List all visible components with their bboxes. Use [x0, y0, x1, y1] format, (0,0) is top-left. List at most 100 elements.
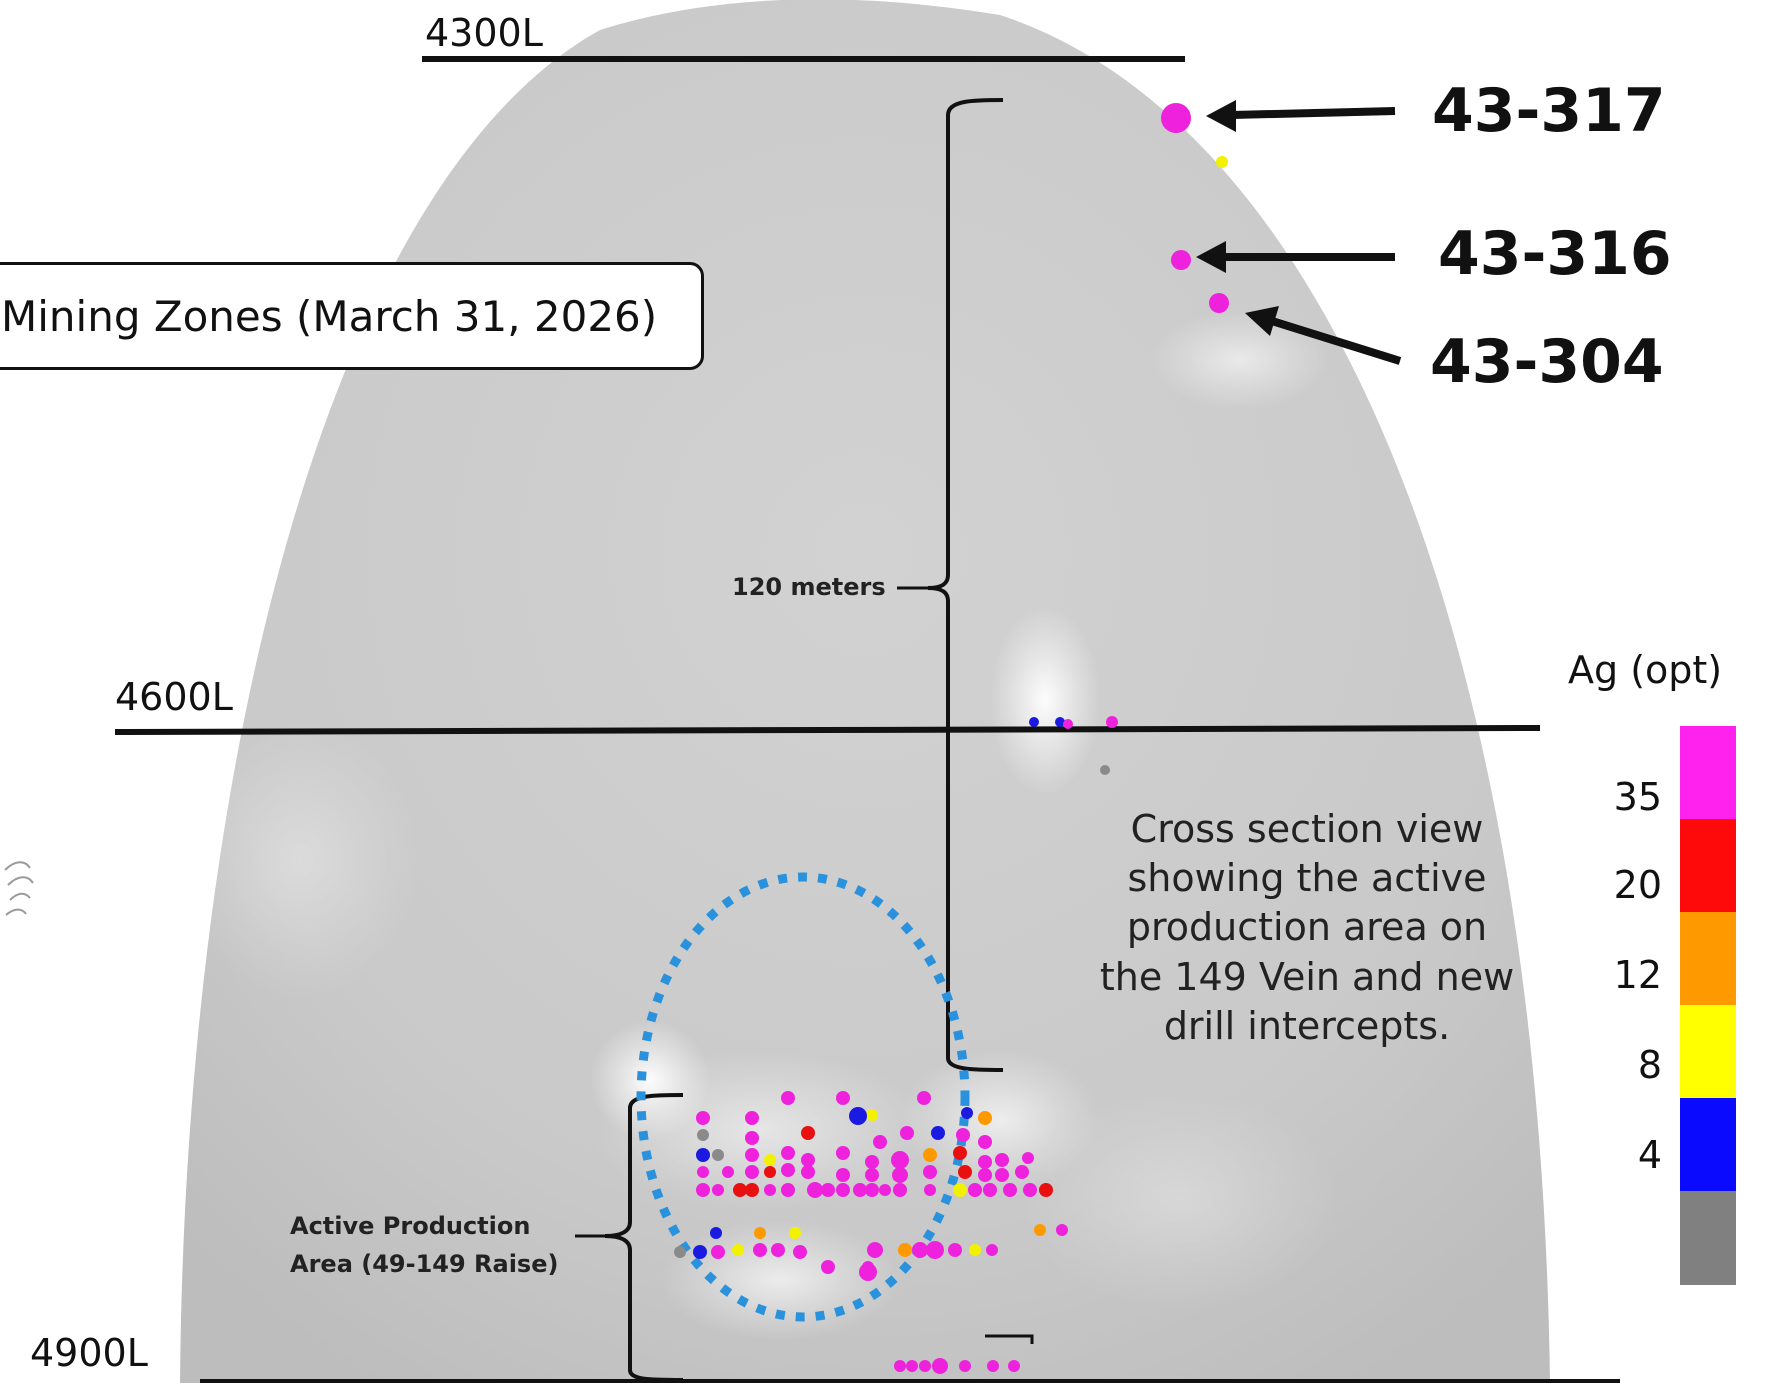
assay-sample-point: [697, 1166, 709, 1178]
assay-sample-point: [923, 1148, 937, 1162]
assay-sample-point: [836, 1168, 850, 1182]
assay-sample-point: [867, 1242, 883, 1258]
assay-sample-point: [722, 1166, 734, 1178]
level-label-4600: 4600L: [115, 675, 233, 719]
assay-sample-point: [849, 1107, 867, 1125]
assay-sample-point: [836, 1183, 850, 1197]
assay-sample-point: [781, 1091, 795, 1105]
drill-hole-label-43-316: 43-316: [1438, 219, 1672, 289]
assay-sample-point: [866, 1109, 878, 1121]
assay-sample-point: [801, 1153, 815, 1167]
arrow-43-316: [1196, 241, 1395, 273]
assay-sample-point: [1029, 717, 1039, 727]
vertical-span-label: 120 meters: [732, 573, 886, 601]
assay-sample-point: [959, 1360, 971, 1372]
production-area-label-line1: Active Production: [290, 1212, 530, 1240]
assay-sample-point: [1015, 1165, 1029, 1179]
assay-sample-point: [693, 1245, 707, 1259]
arrow-43-317: [1206, 100, 1396, 132]
left-edge-sketch: [4, 861, 34, 916]
assay-sample-points: [674, 103, 1229, 1374]
assay-sample-point: [853, 1183, 867, 1197]
assay-sample-point: [821, 1260, 835, 1274]
assay-sample-point: [898, 1243, 912, 1257]
description-line: Cross section view: [1131, 807, 1484, 851]
assay-sample-point: [754, 1227, 766, 1239]
assay-sample-point: [956, 1128, 970, 1142]
grade-legend: Ag (opt) 35 20 12 8 4: [1568, 648, 1736, 1285]
assay-sample-point: [753, 1243, 767, 1257]
assay-sample-point: [931, 1126, 945, 1140]
assay-sample-point: [801, 1126, 815, 1140]
assay-sample-point: [1171, 250, 1191, 270]
assay-sample-point: [919, 1360, 931, 1372]
assay-sample-point: [781, 1163, 795, 1177]
assay-sample-point: [696, 1148, 710, 1162]
assay-sample-point: [732, 1244, 744, 1256]
lower-bracket: [985, 1334, 1034, 1344]
assay-sample-point: [986, 1244, 998, 1256]
assay-sample-point: [924, 1184, 936, 1196]
assay-sample-point: [710, 1227, 722, 1239]
assay-sample-point: [995, 1168, 1009, 1182]
assay-sample-point: [948, 1243, 962, 1257]
assay-sample-point: [932, 1358, 948, 1374]
assay-sample-point: [958, 1165, 972, 1179]
assay-sample-point: [836, 1146, 850, 1160]
assay-sample-point: [1022, 1152, 1034, 1164]
legend-swatch: [1680, 726, 1736, 820]
assay-sample-point: [712, 1184, 724, 1196]
assay-sample-point: [906, 1360, 918, 1372]
assay-sample-point: [969, 1244, 981, 1256]
assay-sample-point: [712, 1149, 724, 1161]
assay-sample-point: [978, 1111, 992, 1125]
assay-sample-point: [865, 1168, 879, 1182]
assay-sample-point: [983, 1183, 997, 1197]
legend-tick: 4: [1638, 1133, 1662, 1177]
assay-sample-point: [1039, 1183, 1053, 1197]
assay-sample-point: [995, 1153, 1009, 1167]
assay-sample-point: [745, 1111, 759, 1125]
assay-sample-point: [1216, 156, 1228, 168]
description-line: showing the active: [1128, 856, 1487, 900]
assay-sample-point: [978, 1168, 992, 1182]
assay-sample-point: [745, 1148, 759, 1162]
assay-sample-point: [926, 1241, 944, 1259]
assay-sample-point: [1003, 1183, 1017, 1197]
assay-sample-point: [697, 1129, 709, 1141]
assay-sample-point: [978, 1135, 992, 1149]
assay-sample-point: [745, 1183, 759, 1197]
legend-swatch: [1680, 912, 1736, 1006]
assay-sample-point: [873, 1135, 887, 1149]
assay-sample-point: [781, 1146, 795, 1160]
assay-sample-point: [807, 1182, 823, 1198]
assay-sample-point: [1056, 1224, 1068, 1236]
assay-sample-point: [1034, 1224, 1046, 1236]
legend-swatch: [1680, 1005, 1736, 1099]
assay-sample-point: [781, 1183, 795, 1197]
production-area-ellipse: [636, 872, 970, 1322]
assay-sample-point: [865, 1183, 879, 1197]
drill-hole-label-43-304: 43-304: [1430, 327, 1664, 397]
level-line-4600: [114, 725, 1541, 735]
assay-sample-point: [859, 1263, 877, 1281]
assay-sample-point: [961, 1107, 973, 1119]
assay-sample-point: [793, 1245, 807, 1259]
legend-tick: 20: [1614, 863, 1662, 907]
assay-sample-point: [745, 1165, 759, 1179]
level-label-4900: 4900L: [30, 1331, 148, 1375]
assay-sample-point: [900, 1126, 914, 1140]
assay-sample-point: [836, 1091, 850, 1105]
assay-sample-point: [696, 1183, 710, 1197]
assay-sample-point: [1023, 1183, 1037, 1197]
assay-sample-point: [987, 1360, 999, 1372]
assay-sample-point: [894, 1360, 906, 1372]
assay-sample-point: [923, 1165, 937, 1179]
legend-swatch: [1680, 1191, 1736, 1285]
drill-hole-label-43-317: 43-317: [1432, 76, 1666, 146]
assay-sample-point: [978, 1155, 992, 1169]
legend-tick: 12: [1614, 953, 1662, 997]
legend-swatch: [1680, 819, 1736, 913]
